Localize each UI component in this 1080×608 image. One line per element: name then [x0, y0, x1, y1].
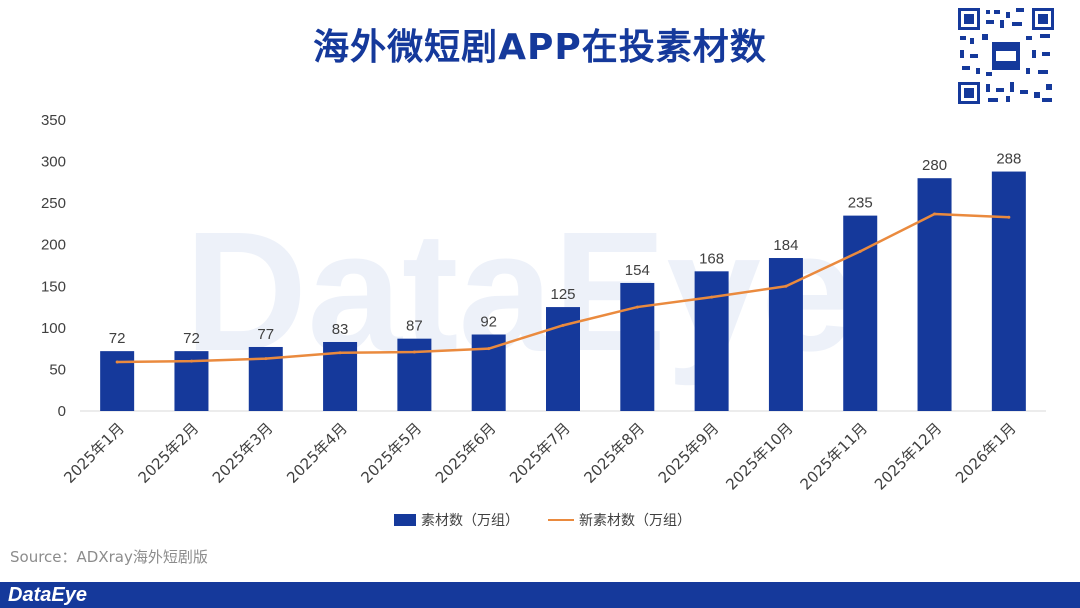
x-tick-label: 2026年1月 [952, 419, 1020, 487]
bar [620, 282, 655, 411]
line-point [933, 212, 937, 216]
y-tick-label: 150 [41, 278, 66, 295]
bar [768, 258, 803, 411]
bar-data-label: 92 [480, 314, 497, 331]
y-tick-label: 250 [41, 195, 66, 212]
line-point [635, 305, 639, 309]
x-tick-label: 2025年8月 [580, 419, 648, 487]
y-tick-label: 350 [41, 112, 66, 129]
legend-bar-label: 素材数（万组） [421, 513, 519, 529]
line-point [412, 350, 416, 354]
bar-data-label: 288 [996, 151, 1021, 168]
x-tick-label: 2025年11月 [797, 419, 871, 493]
bar-data-label: 87 [406, 318, 423, 335]
bar [991, 171, 1026, 411]
brand-logo: DataEye [8, 584, 87, 606]
bar [694, 271, 729, 411]
x-tick-label: 2025年7月 [506, 419, 574, 487]
chart-title: 海外微短剧APP在投素材数 [313, 27, 767, 68]
bar-data-label: 280 [922, 157, 947, 174]
line-point [487, 347, 491, 351]
y-tick-label: 200 [41, 237, 66, 254]
line-point [784, 284, 788, 288]
legend: 素材数（万组） 新素材数（万组） [0, 512, 1080, 532]
footer-bar: DataEye [0, 582, 1080, 608]
x-tick-label: 2025年4月 [283, 419, 351, 487]
line-point [189, 359, 193, 363]
line-point [264, 357, 268, 361]
legend-item-line: 新素材数（万组） [548, 512, 691, 530]
bar-data-label: 83 [332, 321, 349, 338]
legend-item-bar: 素材数（万组） [394, 512, 519, 530]
x-tick-label: 2025年12月 [871, 419, 945, 493]
qr-code [956, 6, 1056, 106]
bar [843, 215, 878, 411]
bar-data-label: 184 [773, 237, 798, 254]
x-tick-label: 2025年10月 [722, 419, 796, 493]
bar [917, 178, 952, 411]
x-tick-label: 2025年6月 [432, 419, 500, 487]
bar-data-label: 72 [109, 330, 126, 347]
legend-bar-swatch [394, 514, 416, 526]
line-point [561, 323, 565, 327]
y-tick-label: 300 [41, 154, 66, 171]
bar-data-label: 72 [183, 330, 200, 347]
line-point [338, 351, 342, 355]
x-tick-label: 2025年5月 [358, 419, 426, 487]
bar-data-label: 235 [848, 195, 873, 212]
bar-data-label: 77 [257, 326, 274, 343]
line-point [858, 249, 862, 253]
line-point [115, 360, 119, 364]
source-note: Source：ADXray海外短剧版 [10, 548, 208, 566]
x-tick-label: 2025年2月 [135, 419, 203, 487]
bar [100, 351, 135, 411]
y-tick-label: 50 [49, 361, 66, 378]
bar-data-label: 168 [699, 250, 724, 267]
legend-line-swatch [548, 519, 574, 521]
bar [397, 338, 432, 411]
line-point [710, 295, 714, 299]
y-tick-label: 100 [41, 320, 66, 337]
legend-line-label: 新素材数（万组） [579, 513, 691, 529]
x-tick-label: 2025年3月 [209, 419, 277, 487]
x-tick-label: 2025年9月 [655, 419, 723, 487]
bar-data-label: 154 [625, 262, 650, 279]
bar-data-label: 125 [550, 286, 575, 303]
y-tick-label: 0 [58, 403, 66, 420]
x-tick-label: 2025年1月 [60, 419, 128, 487]
line-point [1007, 215, 1011, 219]
